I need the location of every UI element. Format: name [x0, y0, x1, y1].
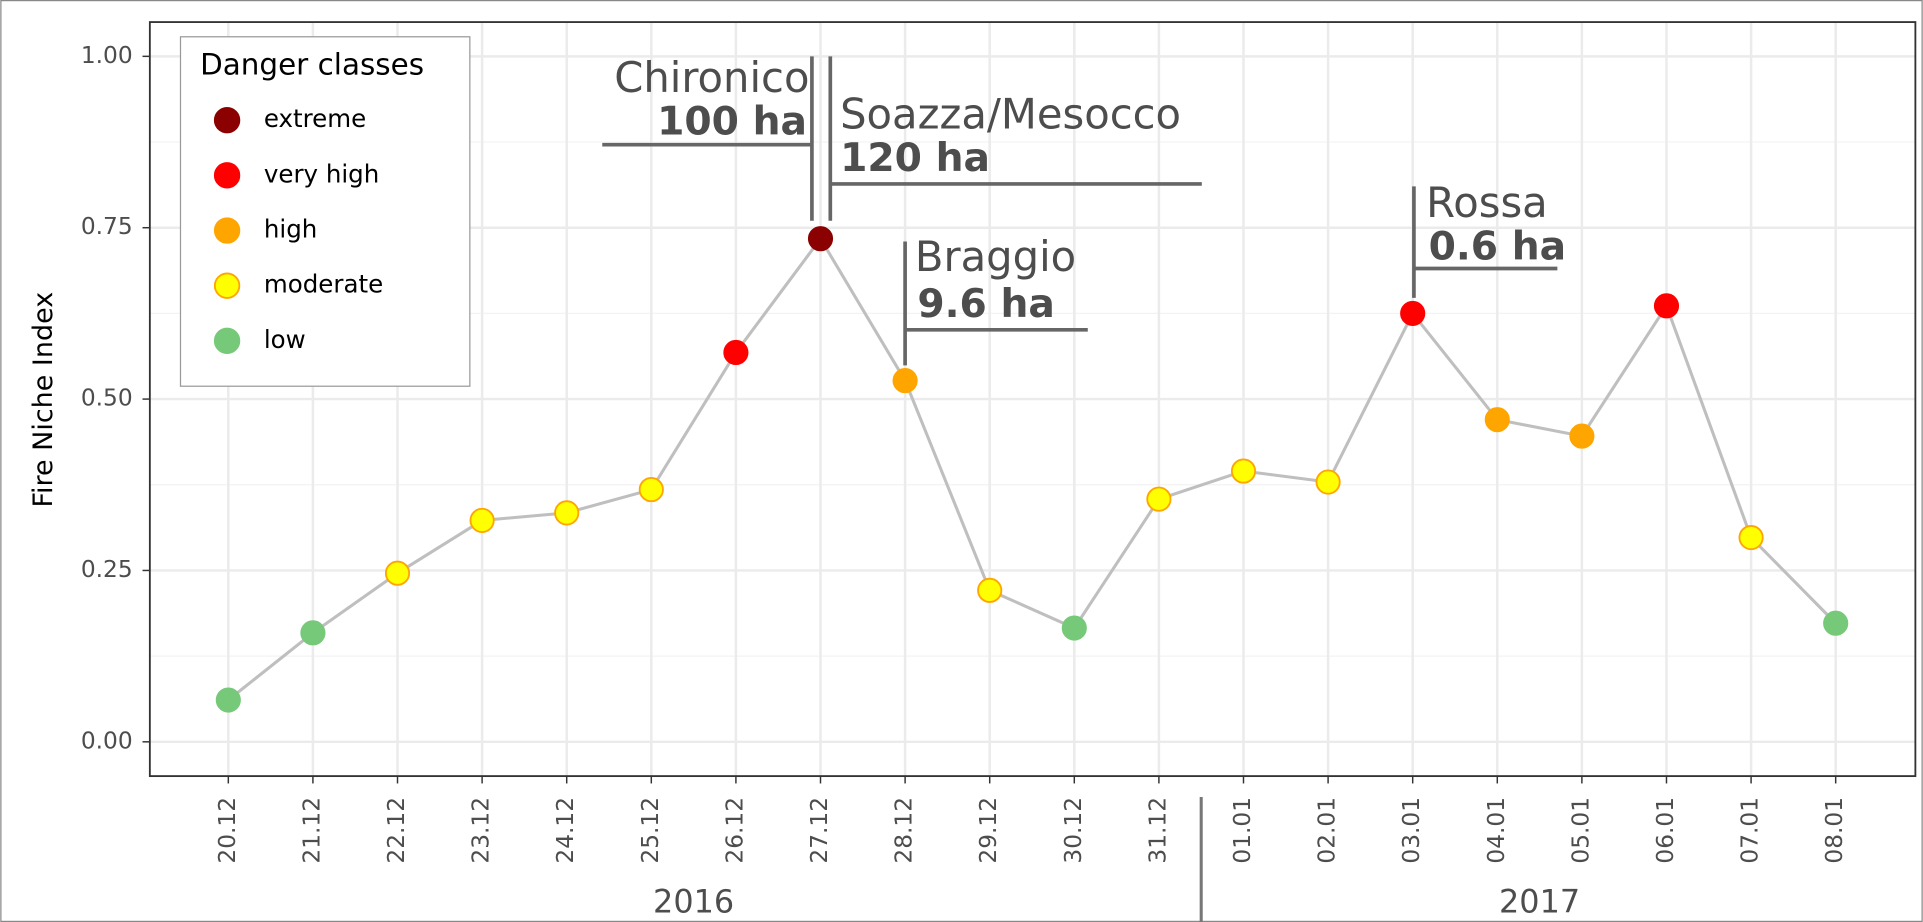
point: [1230, 458, 1257, 484]
x-tick-label: 28.12: [891, 797, 918, 864]
legend-swatch: [213, 106, 241, 134]
x-tick-label: 31.12: [1144, 797, 1171, 864]
y-tick-label: 0.50: [81, 385, 133, 412]
point: [1738, 524, 1764, 551]
legend-swatch: [213, 272, 241, 299]
x-tick-label: 22.12: [383, 797, 410, 864]
annotation-area: 0.6 ha: [1429, 224, 1567, 269]
point: [723, 339, 749, 366]
x-tick-label: 08.01: [1821, 797, 1848, 864]
x-tick-label: 03.01: [1398, 797, 1425, 864]
legend-label: very high: [264, 159, 379, 188]
point: [977, 577, 1003, 603]
point: [807, 226, 834, 252]
annotation-area: 120 ha: [840, 136, 990, 181]
point: [1569, 423, 1595, 449]
x-tick-label: 30.12: [1060, 797, 1087, 864]
legend-label: extreme: [264, 104, 366, 133]
x-tick-label: 04.01: [1483, 797, 1510, 864]
x-tick-label: 24.12: [552, 797, 579, 864]
point: [638, 477, 664, 503]
x-tick-label: 27.12: [806, 797, 833, 864]
legend-swatch: [213, 327, 241, 355]
annotation-place: Rossa: [1426, 178, 1548, 227]
x-tick-label: 25.12: [637, 797, 664, 864]
legend-label: low: [264, 325, 306, 354]
x-tick-label: 02.01: [1314, 797, 1341, 864]
x-tick-label: 29.12: [975, 797, 1002, 864]
legend-title: Danger classes: [200, 48, 424, 82]
point: [1146, 486, 1172, 512]
annotation-place: Braggio: [915, 232, 1076, 281]
annotation-area: 100 ha: [657, 99, 807, 144]
legend-label: moderate: [264, 270, 383, 299]
y-tick-label: 0.25: [81, 556, 133, 583]
point: [384, 560, 411, 586]
point: [300, 620, 326, 646]
point: [1653, 293, 1680, 319]
annotation-place: Soazza/Mesocco: [840, 90, 1181, 139]
point: [892, 368, 918, 394]
point: [1061, 615, 1087, 641]
x-tick-label: 01.01: [1229, 797, 1256, 864]
x-tick-label: 23.12: [468, 797, 495, 864]
point: [1315, 469, 1341, 495]
year-label: 2017: [1499, 883, 1580, 921]
point: [1823, 610, 1849, 636]
year-label: 2016: [653, 883, 734, 921]
legend-label: high: [264, 215, 317, 244]
x-tick-label: 26.12: [721, 797, 748, 864]
legend-swatch: [213, 217, 241, 244]
annotation-area: 9.6 ha: [917, 282, 1055, 327]
x-tick-label: 05.01: [1567, 797, 1594, 864]
y-tick-label: 1.00: [81, 42, 133, 69]
point: [1484, 407, 1510, 433]
x-tick-label: 20.12: [214, 797, 241, 864]
y-tick-label: 0.75: [81, 213, 133, 240]
point: [554, 500, 580, 526]
panel-border: [148, 21, 1917, 778]
y-axis-title: Fire Niche Index: [28, 292, 59, 508]
legend-swatch: [213, 162, 241, 189]
x-tick-label: 06.01: [1652, 797, 1679, 864]
point: [1400, 300, 1426, 326]
y-tick-label: 0.00: [81, 727, 133, 754]
x-tick-label: 07.01: [1737, 797, 1764, 864]
point: [469, 507, 495, 533]
line: [227, 235, 1837, 702]
x-tick-label: 21.12: [298, 797, 325, 864]
point: [215, 687, 241, 713]
annotation-place: Chironico: [614, 53, 809, 102]
